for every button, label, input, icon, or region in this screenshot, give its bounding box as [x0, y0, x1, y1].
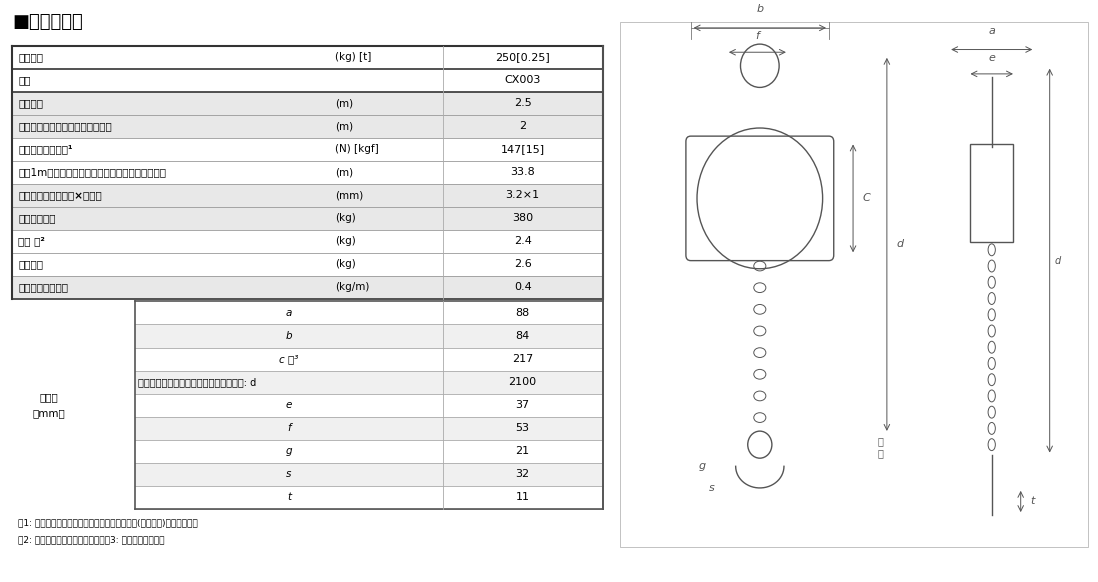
Text: 定格荷重: 定格荷重 [19, 52, 44, 62]
Text: s: s [708, 483, 715, 493]
Text: 寸　法: 寸 法 [40, 392, 58, 402]
Text: 質量 ＊²: 質量 ＊² [19, 236, 45, 246]
Text: 53: 53 [516, 423, 529, 433]
Text: ハンドチェーン標準長さ二つ折り: ハンドチェーン標準長さ二つ折り [19, 121, 112, 131]
Text: (kg) [t]: (kg) [t] [335, 52, 371, 62]
FancyBboxPatch shape [12, 91, 603, 115]
FancyBboxPatch shape [135, 371, 603, 393]
FancyBboxPatch shape [12, 184, 603, 207]
Text: g: g [285, 446, 292, 456]
Text: e: e [988, 53, 995, 63]
FancyBboxPatch shape [135, 463, 603, 485]
Text: ロードチェーン線径×掛け数: ロードチェーン線径×掛け数 [19, 190, 102, 200]
FancyBboxPatch shape [135, 325, 603, 347]
Text: (kg): (kg) [335, 213, 356, 223]
Text: 形式: 形式 [19, 75, 31, 85]
Text: (kg): (kg) [335, 259, 356, 269]
Text: テストロード: テストロード [19, 213, 56, 223]
FancyBboxPatch shape [12, 276, 603, 299]
Text: c ＊³: c ＊³ [279, 354, 299, 364]
Text: b: b [285, 331, 292, 341]
Text: (mm): (mm) [335, 190, 363, 200]
Text: 33.8: 33.8 [511, 167, 535, 177]
Text: （mm）: （mm） [33, 408, 66, 418]
Text: ＊2: 標準揚程の場合の質量です。＊3: フック間最小距離: ＊2: 標準揚程の場合の質量です。＊3: フック間最小距離 [19, 535, 165, 544]
Text: t: t [287, 492, 291, 502]
Text: 2.6: 2.6 [514, 259, 531, 269]
Text: d: d [1054, 255, 1061, 265]
Text: 217: 217 [512, 354, 534, 364]
Text: (m): (m) [335, 167, 354, 177]
Text: 11: 11 [516, 492, 529, 502]
Text: 84: 84 [516, 331, 529, 341]
Text: ＊1: 定格荷重の巻上時に平均して手にかかる力(手引き力)を示します。: ＊1: 定格荷重の巻上時に平均して手にかかる力(手引き力)を示します。 [19, 519, 199, 527]
Text: 0.4: 0.4 [514, 282, 531, 292]
Text: 380: 380 [512, 213, 534, 223]
Text: 揚程増し増加荷重: 揚程増し増加荷重 [19, 282, 68, 292]
Text: e: e [285, 400, 292, 410]
Text: 147[15]: 147[15] [501, 144, 545, 154]
FancyBboxPatch shape [12, 207, 603, 230]
Text: (kg/m): (kg/m) [335, 282, 370, 292]
Text: 250[0.25]: 250[0.25] [495, 52, 550, 62]
Text: 32: 32 [516, 469, 529, 479]
Text: C: C [863, 193, 871, 203]
Text: 標準揚程: 標準揚程 [19, 98, 44, 108]
Text: 荷造質量: 荷造質量 [19, 259, 44, 269]
Text: 2100: 2100 [508, 377, 537, 387]
Text: b: b [757, 4, 763, 15]
Text: 37: 37 [516, 400, 529, 410]
Text: t: t [1030, 496, 1034, 506]
Text: 3.2×1: 3.2×1 [505, 190, 540, 200]
Text: f: f [288, 423, 291, 433]
Text: 2.5: 2.5 [514, 98, 531, 108]
FancyBboxPatch shape [12, 115, 603, 137]
Text: 2.4: 2.4 [514, 236, 531, 246]
Text: d: d [897, 239, 904, 249]
Text: g: g [698, 462, 705, 471]
Text: (m): (m) [335, 98, 354, 108]
Text: 88: 88 [516, 308, 529, 318]
Text: s: s [287, 469, 292, 479]
Text: ■諸元・寸法: ■諸元・寸法 [12, 13, 83, 31]
Text: ウエフックからハンドチェーン下面まで: d: ウエフックからハンドチェーン下面まで: d [138, 377, 257, 387]
Text: 2: 2 [519, 121, 526, 131]
Text: (N) [kgf]: (N) [kgf] [335, 144, 379, 154]
Text: CX003: CX003 [504, 75, 541, 85]
Text: 21: 21 [516, 446, 529, 456]
Text: 荷を1m巻上げに要するハンドチェーンの牽引長さ: 荷を1m巻上げに要するハンドチェーンの牽引長さ [19, 167, 167, 177]
Text: a: a [285, 308, 292, 318]
Text: a: a [988, 26, 995, 36]
FancyBboxPatch shape [135, 417, 603, 439]
Text: f: f [755, 31, 760, 41]
Text: 揚
程: 揚 程 [877, 436, 883, 458]
Text: (kg): (kg) [335, 236, 356, 246]
Text: 巻上平均手動力＊¹: 巻上平均手動力＊¹ [19, 144, 72, 154]
Text: (m): (m) [335, 121, 354, 131]
